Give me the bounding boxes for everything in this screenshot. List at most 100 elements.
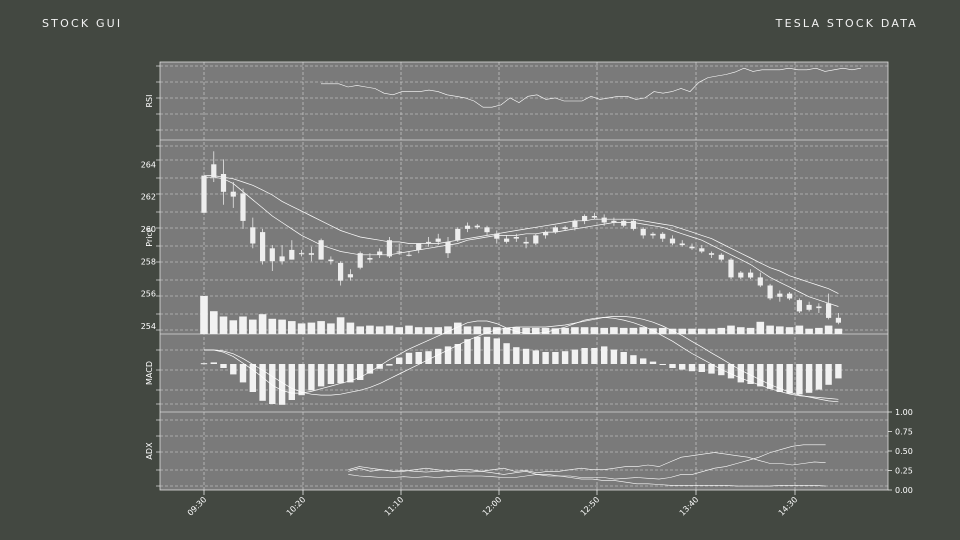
candle-body — [250, 227, 256, 244]
volume-bar — [375, 326, 384, 334]
macd-histogram-bar — [561, 351, 569, 364]
candle-body — [299, 253, 305, 255]
macd-histogram-bar — [327, 364, 335, 384]
candle-body — [767, 285, 773, 299]
macd-histogram-bar — [669, 364, 676, 368]
candle-body — [669, 238, 676, 244]
candle-body — [260, 232, 266, 262]
volume-bar — [717, 327, 726, 334]
macd-histogram-bar — [786, 364, 793, 394]
minus-di-line — [348, 466, 826, 487]
plot-background — [160, 62, 888, 490]
x-tick-label: 13:40 — [678, 495, 701, 518]
panel-ylabel: ADX — [145, 442, 154, 460]
panel-ylabel: RSI — [145, 95, 154, 108]
macd-histogram-bar — [454, 344, 461, 364]
app-title: STOCK GUI — [42, 17, 123, 30]
volume-bar — [229, 320, 238, 334]
candle-body — [211, 164, 217, 178]
candle-body — [806, 304, 812, 310]
macd-histogram-bar — [483, 336, 491, 364]
macd-histogram-bar — [698, 364, 705, 372]
volume-bar — [668, 328, 677, 334]
candle-body — [835, 317, 841, 323]
volume-bar — [639, 327, 647, 334]
volume-bar — [327, 323, 335, 334]
volume-bar — [444, 326, 452, 334]
macd-histogram-bar — [591, 348, 598, 364]
candle-body — [582, 216, 588, 221]
macd-histogram-bar — [347, 364, 354, 383]
volume-bar — [278, 319, 286, 334]
volume-bar — [561, 327, 569, 334]
candle-body — [533, 235, 539, 244]
volume-bar — [571, 327, 579, 334]
macd-histogram-bar — [376, 364, 383, 369]
volume-bar — [405, 325, 413, 334]
panel-ylabel: Price — [145, 227, 154, 247]
macd-histogram-bar — [688, 364, 696, 372]
macd-histogram-bar — [444, 346, 452, 364]
volume-bar — [502, 327, 511, 334]
volume-bar — [756, 321, 765, 334]
price-tick-label: 264 — [141, 160, 156, 169]
macd-histogram-bar — [766, 364, 774, 389]
sma-slow-line — [204, 175, 839, 294]
volume-bar — [776, 326, 784, 334]
macd-histogram-bar — [571, 349, 579, 364]
x-tick-label: 10:20 — [285, 495, 308, 518]
candle-body — [240, 193, 246, 221]
candle-body — [543, 232, 549, 236]
volume-bar — [258, 314, 267, 334]
candle-body — [826, 303, 832, 318]
candle-body — [650, 233, 656, 236]
macd-histogram-bar — [542, 352, 549, 364]
x-tick-label: 12:50 — [579, 495, 602, 518]
macd-histogram-bar — [366, 364, 374, 374]
macd-histogram-bar — [298, 364, 305, 396]
volume-bar — [658, 327, 667, 334]
macd-histogram-bar — [796, 364, 803, 395]
volume-bar — [414, 327, 423, 334]
volume-bar — [785, 327, 794, 334]
macd-histogram-bar — [405, 352, 413, 364]
macd-histogram-bar — [230, 364, 237, 375]
candle-body — [699, 248, 705, 252]
macd-histogram-bar — [269, 364, 276, 404]
candle-body — [572, 220, 578, 228]
volume-bar — [239, 316, 247, 334]
volume-bar — [698, 328, 706, 334]
volume-bar — [512, 327, 521, 334]
candle-body — [552, 227, 558, 233]
volume-bar — [493, 327, 501, 334]
volume-bar — [336, 317, 345, 334]
candle-body — [289, 249, 295, 260]
panel-ylabel: MACD — [145, 361, 154, 385]
macd-histogram-bar — [513, 347, 520, 364]
candle-body — [230, 191, 236, 197]
macd-histogram-bar — [200, 363, 208, 365]
macd-histogram-bar — [259, 364, 266, 401]
macd-line — [204, 317, 839, 400]
macd-histogram-bar — [727, 364, 735, 379]
volume-bar — [473, 326, 482, 334]
volume-bar — [463, 326, 472, 334]
volume-bar — [454, 322, 462, 334]
candle-body — [464, 225, 471, 229]
volume-bar — [678, 328, 686, 334]
macd-histogram-bar — [747, 364, 754, 384]
plot-frame — [159, 61, 889, 491]
candle-body — [777, 293, 783, 297]
candle-body — [396, 251, 402, 253]
macd-histogram-bar — [317, 364, 325, 387]
x-tick-label: 11:10 — [383, 495, 406, 518]
volume-bar — [629, 327, 638, 334]
candle-body — [513, 237, 519, 239]
macd-histogram-bar — [435, 348, 442, 364]
volume-bar — [219, 316, 228, 334]
macd-histogram-bar — [288, 364, 295, 400]
macd-histogram-bar — [805, 364, 813, 393]
volume-bar — [580, 327, 589, 334]
volume-bar — [746, 327, 755, 334]
